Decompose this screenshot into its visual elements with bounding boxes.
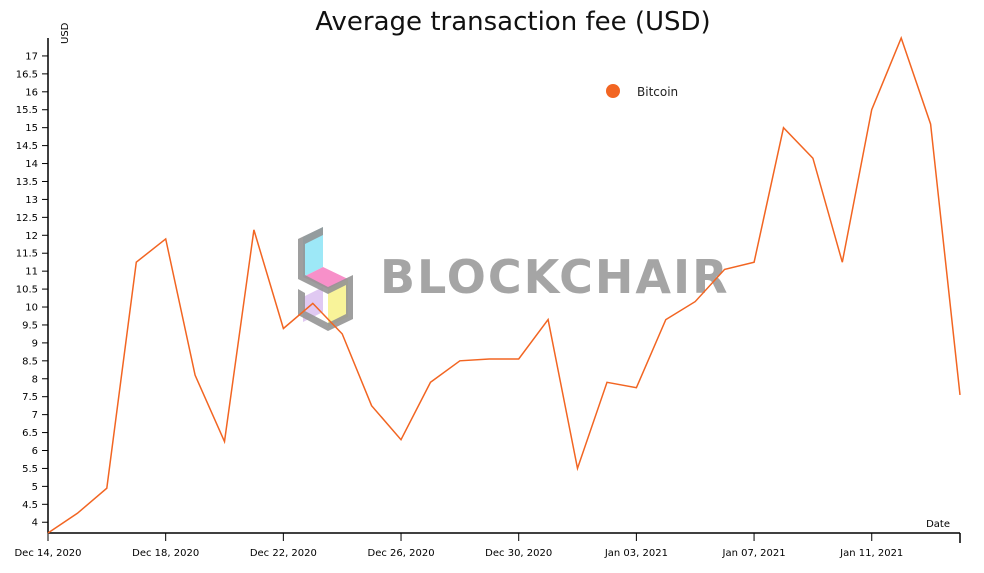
y-tick-label: 14.5 xyxy=(16,141,38,152)
y-tick-label: 5.5 xyxy=(22,464,38,475)
y-tick-label: 9.5 xyxy=(22,320,38,331)
x-tick-label: Jan 07, 2021 xyxy=(722,548,786,559)
y-tick-label: 15.5 xyxy=(16,105,38,116)
chart-title: Average transaction fee (USD) xyxy=(315,7,710,37)
x-ticks: Dec 14, 2020 Dec 18, 2020 Dec 22, 2020 Dec … xyxy=(14,533,903,559)
y-ticks: 4 4.5 5 5.5 6 6.5 7 7.5 8 8.5 9 9.5 10 10.5 11 11.5 12 12… xyxy=(16,51,48,529)
y-tick-label: 4.5 xyxy=(22,500,38,511)
y-tick-label: 15 xyxy=(25,123,38,134)
y-axis-unit: USD xyxy=(60,22,71,44)
series-line-bitcoin xyxy=(47,35,961,534)
y-tick-label: 10.5 xyxy=(16,285,38,296)
y-tick-label: 5 xyxy=(32,482,38,493)
x-tick-label: Dec 18, 2020 xyxy=(132,548,199,559)
y-tick-label: 8 xyxy=(32,374,38,385)
y-tick-label: 13 xyxy=(25,195,38,206)
y-tick-label: 10 xyxy=(25,303,38,314)
x-tick-label: Jan 11, 2021 xyxy=(839,548,903,559)
x-tick-label: Dec 22, 2020 xyxy=(250,548,317,559)
x-axis-unit: Date xyxy=(926,519,950,530)
x-tick-label: Dec 14, 2020 xyxy=(14,548,81,559)
legend[interactable]: Bitcoin xyxy=(606,84,678,99)
y-tick-label: 6 xyxy=(32,446,38,457)
watermark-text: BLOCKCHAIR xyxy=(380,250,730,304)
y-tick-label: 12.5 xyxy=(16,213,38,224)
legend-marker-bitcoin xyxy=(606,84,620,98)
y-tick-label: 9 xyxy=(32,338,38,349)
y-tick-label: 11.5 xyxy=(16,249,38,260)
y-tick-label: 7 xyxy=(32,410,38,421)
x-tick-label: Jan 03, 2021 xyxy=(604,548,668,559)
x-tick-label: Dec 30, 2020 xyxy=(485,548,552,559)
y-tick-label: 12 xyxy=(25,231,38,242)
y-tick-label: 11 xyxy=(25,267,38,278)
y-tick-label: 13.5 xyxy=(16,177,38,188)
blockchair-logo-icon xyxy=(298,227,353,331)
y-tick-label: 14 xyxy=(25,159,38,170)
blockchair-watermark: BLOCKCHAIR xyxy=(298,227,730,331)
y-tick-label: 8.5 xyxy=(22,356,38,367)
x-tick-label: Dec 26, 2020 xyxy=(368,548,435,559)
y-tick-label: 16 xyxy=(25,87,38,98)
legend-label-bitcoin: Bitcoin xyxy=(637,85,678,99)
y-tick-label: 17 xyxy=(25,51,38,62)
y-tick-label: 4 xyxy=(32,518,38,529)
y-tick-label: 6.5 xyxy=(22,428,38,439)
y-tick-label: 16.5 xyxy=(16,69,38,80)
y-tick-label: 7.5 xyxy=(22,392,38,403)
